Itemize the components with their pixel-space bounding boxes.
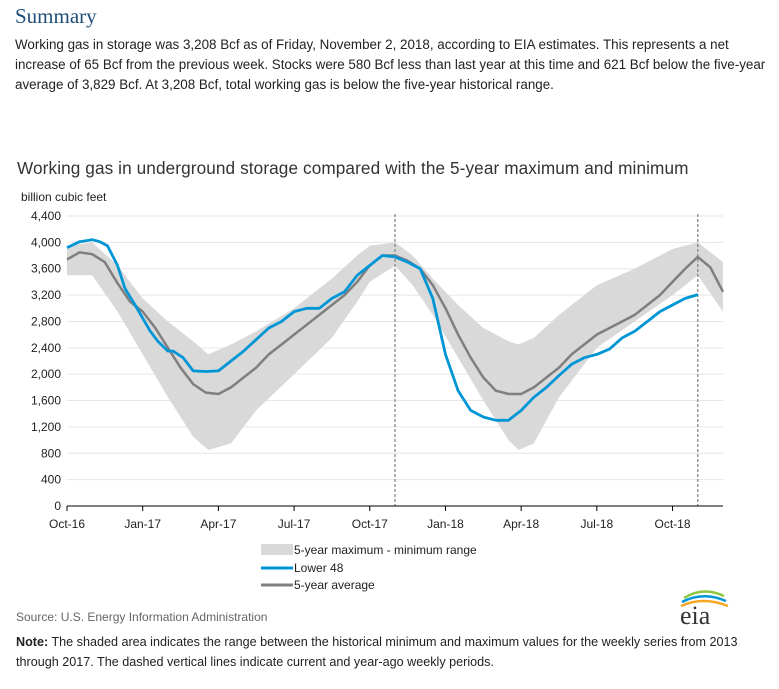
x-tick-label: Apr-17 xyxy=(200,517,236,531)
y-axis-label: billion cubic feet xyxy=(21,190,107,204)
y-tick-label: 2,000 xyxy=(31,367,61,381)
y-tick-label: 800 xyxy=(41,446,61,460)
y-tick-label: 400 xyxy=(41,473,61,487)
eia-logo-text: eia xyxy=(680,601,711,626)
chart-title: Working gas in underground storage compa… xyxy=(17,158,689,178)
y-tick-label: 4,400 xyxy=(31,209,61,223)
summary-heading: Summary xyxy=(15,4,97,28)
x-tick-label: Oct-18 xyxy=(655,517,691,531)
legend-swatch-range xyxy=(261,544,293,555)
x-tick-label: Oct-17 xyxy=(352,517,388,531)
y-tick-label: 0 xyxy=(54,499,61,513)
y-tick-label: 1,200 xyxy=(31,420,61,434)
x-tick-label: Jan-18 xyxy=(427,517,464,531)
y-tick-label: 1,600 xyxy=(31,394,61,408)
source-text: Source: U.S. Energy Information Administ… xyxy=(16,610,268,624)
y-tick-label: 4,000 xyxy=(31,235,61,249)
y-tick-label: 2,800 xyxy=(31,314,61,328)
legend-label-lower-48: Lower 48 xyxy=(294,561,344,575)
note-text: Note: The shaded area indicates the rang… xyxy=(16,632,766,672)
legend-label-5-year-average: 5-year average xyxy=(294,578,375,592)
note-label: Note: xyxy=(16,635,49,649)
dashed-lines xyxy=(394,214,699,506)
y-tick-label: 2,400 xyxy=(31,341,61,355)
summary-text: Working gas in storage was 3,208 Bcf as … xyxy=(15,37,766,92)
x-tick-label: Jan-17 xyxy=(124,517,161,531)
x-tick-label: Jul-18 xyxy=(581,517,614,531)
legend: 5-year maximum - minimum range Lower 48 … xyxy=(261,543,477,592)
eia-logo: eia xyxy=(668,584,738,631)
storage-chart: billion cubic feet 0 400 800 1,200 1,600 2,00… xyxy=(21,190,725,592)
x-tick-label: Oct-16 xyxy=(49,517,85,531)
y-tick-label: 3,600 xyxy=(31,262,61,276)
legend-label-range: 5-year maximum - minimum range xyxy=(294,543,477,557)
y-tick-labels: 0 400 800 1,200 1,600 2,000 2,400 2,800 3,200 3,6… xyxy=(31,209,61,513)
range-area xyxy=(67,242,723,450)
x-tick-label: Jul-17 xyxy=(278,517,311,531)
x-tick-labels: Oct-16 Jan-17 Apr-17 Jul-17 Oct-17 Jan-18 Apr-… xyxy=(49,506,691,531)
x-tick-label: Apr-18 xyxy=(503,517,539,531)
series-line-lower-48 xyxy=(66,238,699,422)
note-body: The shaded area indicates the range betw… xyxy=(16,635,738,669)
y-tick-label: 3,200 xyxy=(31,288,61,302)
